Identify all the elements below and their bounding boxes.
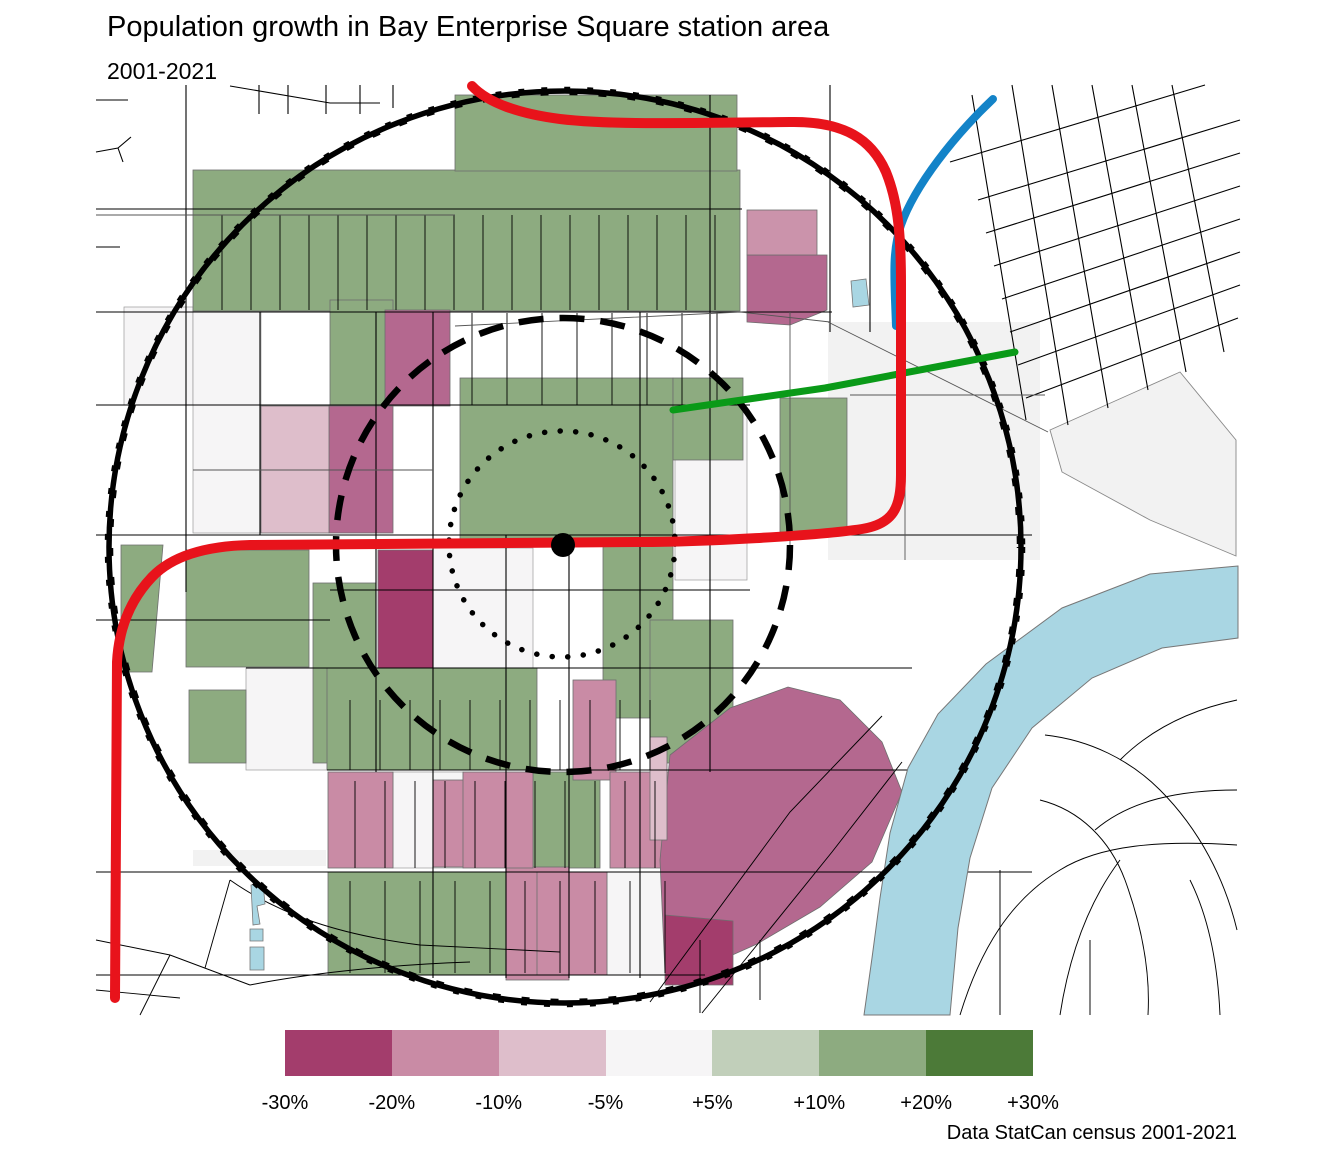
green-transit-line	[669, 348, 1019, 414]
outer-ring	[106, 88, 1024, 1006]
legend-bin-swatch	[926, 1030, 1034, 1076]
legend-bin-swatch	[819, 1030, 927, 1076]
street-network	[95, 84, 1241, 1016]
data-source-caption: Data StatCan census 2001-2021	[946, 1122, 1237, 1144]
legend-tick-label: -5%	[587, 1092, 624, 1114]
legend-bin-swatch	[712, 1030, 820, 1076]
legend-tick-label: +30%	[1007, 1092, 1059, 1114]
legend-bin-swatch	[285, 1030, 392, 1076]
legend-labels: -30% -20% -10% -5% +5% +10% +20% +30%	[262, 1092, 1059, 1116]
legend-bin-swatch	[498, 1030, 606, 1076]
legend-bin-swatch	[391, 1030, 499, 1076]
legend-tick-label: -10%	[475, 1092, 523, 1114]
station-dot	[551, 533, 575, 557]
river	[863, 565, 1239, 1016]
ponds	[249, 278, 870, 971]
census-blocks-rose	[746, 209, 818, 256]
legend-bin-swatch	[605, 1030, 713, 1076]
outer-ring-rough-a	[104, 86, 1026, 1008]
page-title: Population growth in Bay Enterprise Squa…	[107, 11, 830, 43]
census-blocks-dark-magenta	[377, 549, 734, 986]
page-subtitle: 2001-2021	[107, 58, 217, 84]
legend-tick-label: +10%	[793, 1092, 846, 1114]
area-fill-gray	[193, 322, 1237, 866]
outer-ring-rough-b	[110, 92, 1020, 1002]
color-legend: -30% -20% -10% -5% +5% +10% +20% +30%	[262, 1030, 1059, 1116]
legend-tick-label: +5%	[692, 1092, 733, 1114]
census-blocks-green	[120, 94, 848, 976]
census-blocks-light-pink	[260, 405, 668, 841]
legend-tick-label: +20%	[900, 1092, 952, 1114]
legend-tick-label: -30%	[261, 1092, 309, 1114]
red-transit-line	[110, 81, 906, 1003]
legend-tick-label: -20%	[368, 1092, 416, 1114]
legend-swatches	[285, 1030, 1034, 1076]
